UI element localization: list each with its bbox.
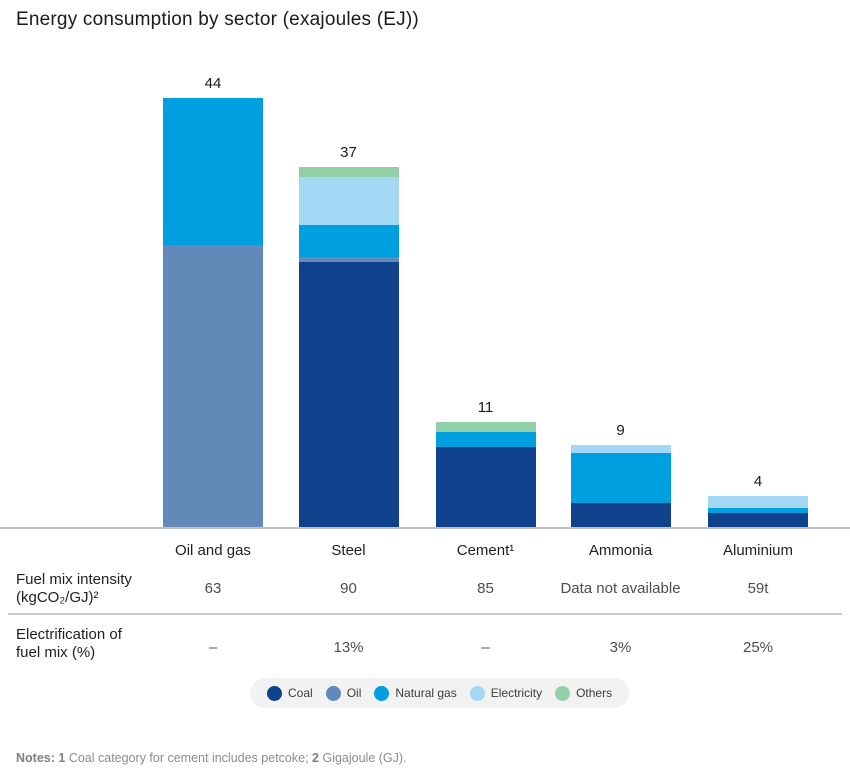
bar-segment-electricity xyxy=(570,445,671,453)
bar-segment-electricity xyxy=(298,177,399,226)
table-value: 25% xyxy=(742,639,774,656)
plot-area: 44 37 11 9 4 xyxy=(163,75,808,528)
bar-segment-oil xyxy=(163,244,263,528)
bar-segment-coal xyxy=(298,262,399,528)
fuel-mix-row-values: 63 90 85 Data not available 59t xyxy=(0,580,850,600)
table-value: – xyxy=(208,639,218,656)
bar-ammonia: 9 xyxy=(570,422,671,528)
bar-segment-natural-gas xyxy=(435,432,536,447)
legend-item-electricity: Electricity xyxy=(469,685,543,701)
legend-item-natural-gas: Natural gas xyxy=(374,685,457,701)
bar-stack xyxy=(163,98,263,528)
bar-segment-coal xyxy=(708,513,808,528)
legend-item-coal: Coal xyxy=(267,685,313,701)
bar-segment-natural-gas xyxy=(163,98,263,245)
bar-total-label: 37 xyxy=(340,143,357,161)
legend-label: Natural gas xyxy=(395,686,457,700)
legend-label: Electricity xyxy=(490,686,543,700)
bar-steel: 37 xyxy=(298,143,399,528)
bar-segment-others xyxy=(435,422,536,433)
legend-label: Oil xyxy=(346,686,362,700)
bar-total-label: 9 xyxy=(616,422,625,440)
table-value: Data not available xyxy=(560,580,681,597)
bar-segment-coal xyxy=(570,502,671,528)
note2-text: Gigajoule (GJ). xyxy=(322,751,407,765)
coal-swatch-icon xyxy=(267,685,282,701)
others-swatch-icon xyxy=(555,685,571,701)
legend-item-others: Others xyxy=(555,685,613,701)
fuel-mix-row-label-line2: (kgCO₂/GJ)² xyxy=(16,589,99,606)
note1-text: Coal category for cement includes petcok… xyxy=(68,751,309,765)
note1-number: 1 xyxy=(58,751,66,765)
page-title: Energy consumption by sector (exajoules … xyxy=(16,9,419,30)
bar-total-label: 4 xyxy=(753,472,763,490)
table-value: 3% xyxy=(609,639,632,656)
electrification-row-label-line1: Electrification of xyxy=(16,626,122,643)
fuel-mix-row-label-line1: Fuel mix intensity xyxy=(16,571,132,588)
bar-stack xyxy=(298,166,399,528)
category-row: Oil and gas Steel Cement¹ Ammonia Aluminium xyxy=(0,542,850,562)
x-axis-line xyxy=(0,527,850,529)
bar-segment-natural-gas xyxy=(298,225,399,258)
bar-total-label: 44 xyxy=(204,75,222,93)
bar-oil-and-gas: 44 xyxy=(163,75,263,528)
table-value: 13% xyxy=(333,639,364,656)
bar-segment-natural-gas xyxy=(570,452,671,503)
fuel-mix-row-label: Fuel mix intensity (kgCO₂/GJ)² xyxy=(16,571,132,607)
note2-number: 2 xyxy=(312,751,319,765)
bar-segment-others xyxy=(298,166,399,178)
notes-prefix: Notes: xyxy=(16,751,55,765)
legend-label: Others xyxy=(576,686,613,700)
natural-gas-swatch-icon xyxy=(374,685,390,701)
legend: Coal Oil Natural gas Electricity Others xyxy=(250,678,630,708)
electrification-row-label-line2: fuel mix (%) xyxy=(16,644,96,661)
legend-item-oil: Oil xyxy=(325,685,362,701)
bar-stack xyxy=(708,495,808,528)
category-label-cement: Cement¹ xyxy=(456,542,515,559)
category-label-ammonia: Ammonia xyxy=(588,542,653,559)
table-value: 90 xyxy=(340,580,357,597)
bar-segment-oil xyxy=(298,257,399,263)
table-value: 63 xyxy=(204,580,222,597)
bar-segment-natural-gas xyxy=(708,508,808,514)
bar-aluminium: 4 xyxy=(708,473,808,528)
category-label-oil-and-gas: Oil and gas xyxy=(175,542,251,559)
footnotes: Notes: 1 Coal category for cement includ… xyxy=(16,751,407,765)
legend-label: Coal xyxy=(288,686,313,700)
bar-stack xyxy=(435,422,536,528)
electricity-swatch-icon xyxy=(469,685,485,701)
electrification-row-label: Electrification of fuel mix (%) xyxy=(16,626,122,662)
bar-cement: 11 xyxy=(435,399,536,528)
table-value: – xyxy=(481,639,490,656)
category-label-aluminium: Aluminium xyxy=(722,542,794,559)
table-value: 59t xyxy=(747,580,769,597)
electrification-row-values: – 13% – 3% 25% xyxy=(0,639,850,659)
category-label-steel: Steel xyxy=(331,542,366,559)
oil-swatch-icon xyxy=(325,685,341,701)
bar-segment-electricity xyxy=(708,495,808,509)
bar-segment-coal xyxy=(435,446,536,528)
table-value: 85 xyxy=(477,580,494,597)
table-separator-line xyxy=(8,613,842,615)
bar-stack xyxy=(570,445,671,528)
bar-total-label: 11 xyxy=(477,399,494,417)
